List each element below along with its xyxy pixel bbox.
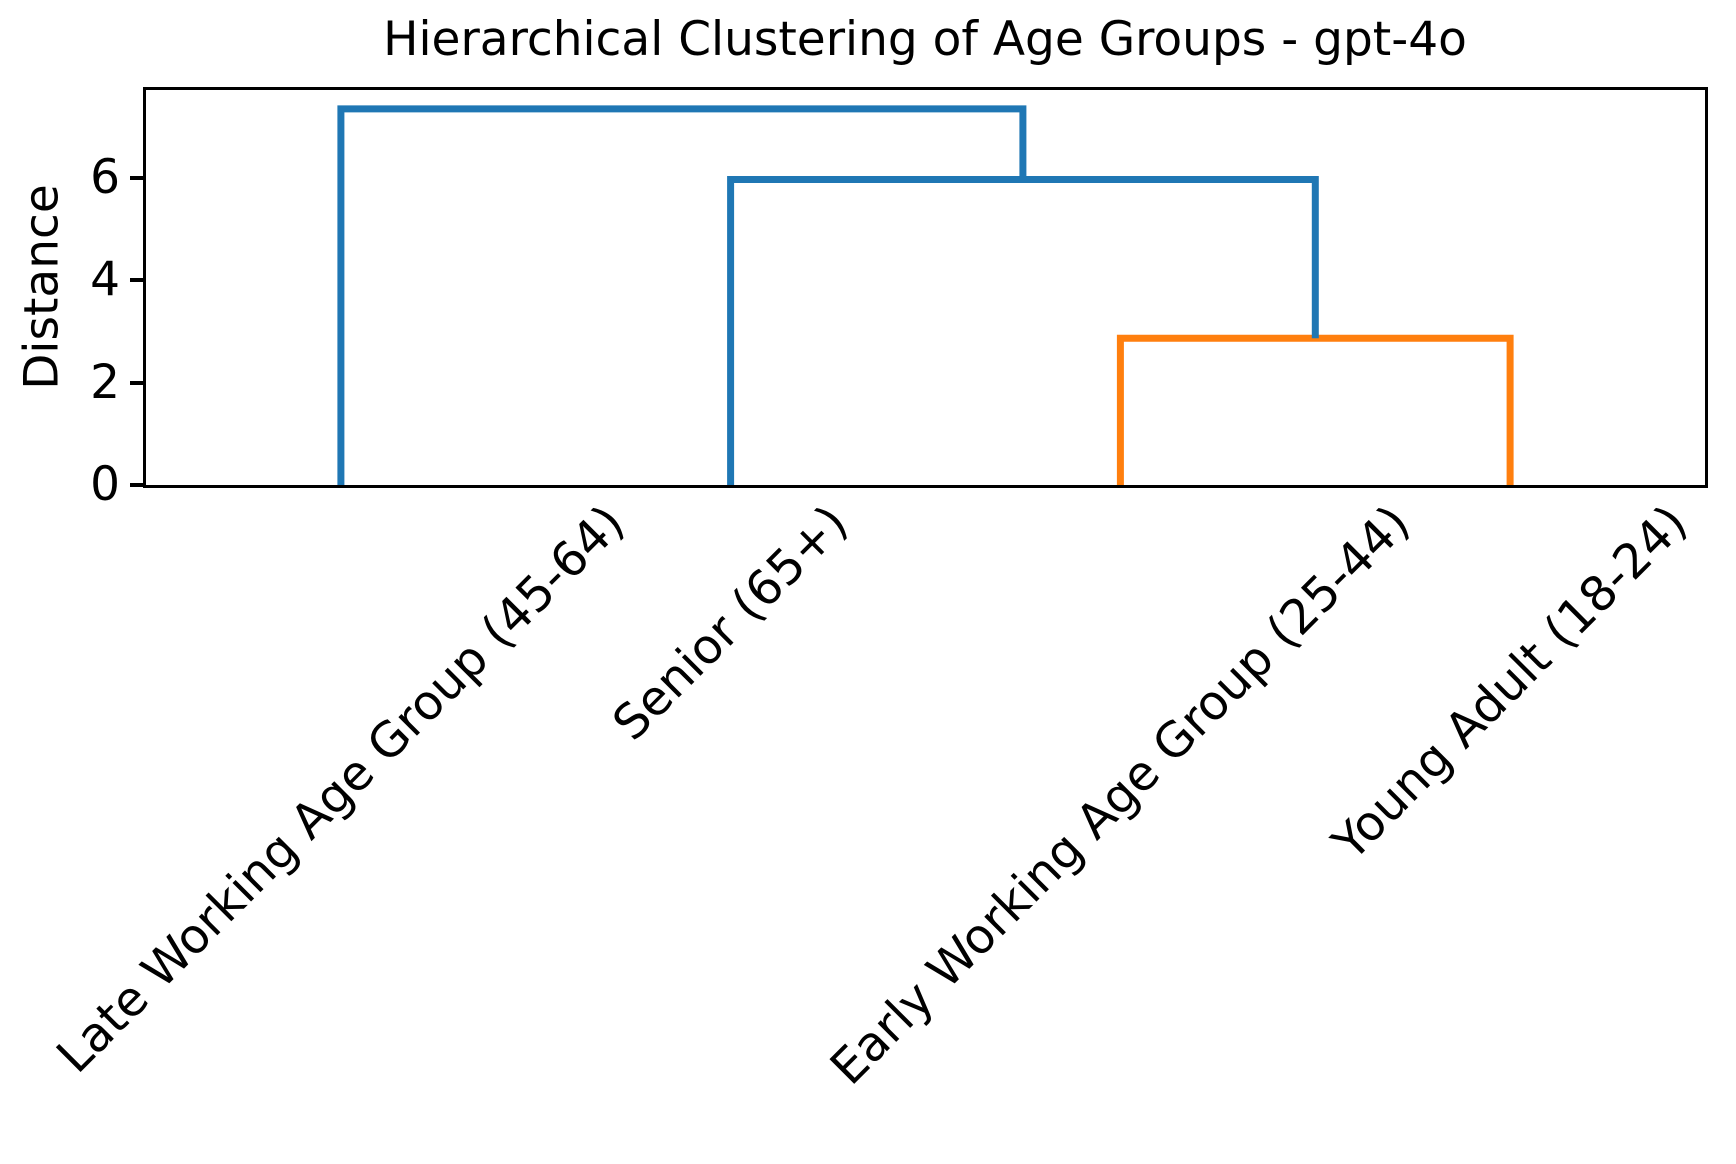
y-tick-label: 0 [90, 457, 120, 512]
y-tick-mark [130, 483, 143, 487]
y-tick-label: 6 [90, 150, 120, 205]
y-tick-label: 4 [90, 252, 120, 308]
y-tick-label: 2 [90, 354, 120, 410]
chart-title: Hierarchical Clustering of Age Groups - … [383, 12, 1467, 68]
dendrogram-link [337, 105, 1027, 485]
x-tick-label: Early Working Age Group (25-44) [819, 494, 1421, 1096]
y-tick-mark [130, 380, 143, 385]
dendrogram-link [727, 176, 1319, 485]
x-tick-label: Senior (65+) [602, 494, 859, 752]
dendrogram-svg [337, 105, 1514, 485]
y-tick-mark [130, 176, 143, 180]
plot-area [143, 87, 1708, 488]
x-tick-label: Late Working Age Group (45-64) [46, 494, 636, 1084]
y-tick-mark [130, 278, 143, 283]
dendrogram-link [1116, 334, 1514, 485]
